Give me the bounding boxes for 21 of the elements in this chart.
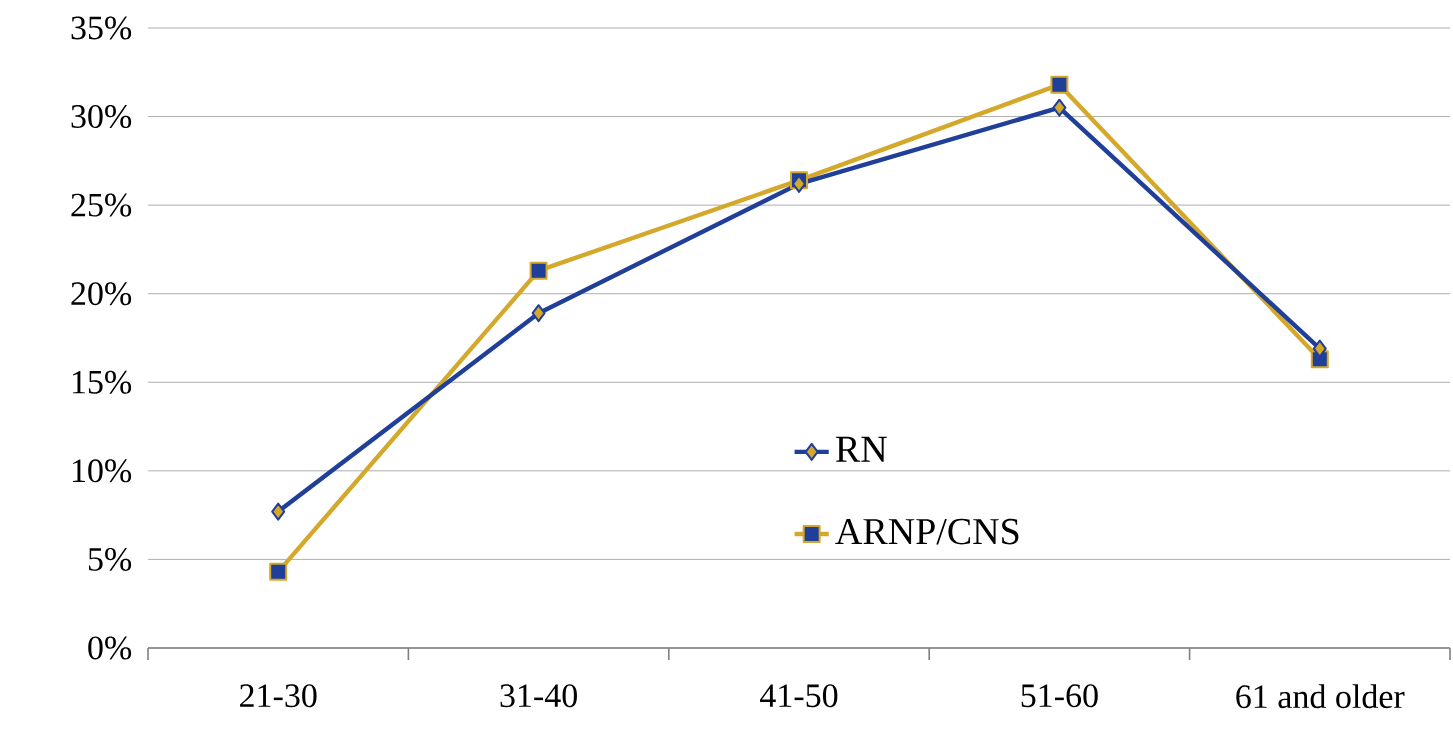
- point: [1050, 75, 1069, 94]
- y-tick-label: 30%: [71, 105, 132, 129]
- point: [531, 304, 546, 323]
- legend-label: RN: [836, 436, 887, 462]
- y-tick-label: 15%: [72, 370, 132, 394]
- point: [269, 562, 288, 581]
- y-tick-label: 25%: [71, 193, 132, 217]
- legend-label: ARNP/CNS: [835, 518, 1019, 545]
- x-tick-label: 41-50: [760, 684, 838, 708]
- y-tick-label: 5%: [88, 547, 132, 571]
- x-tick-label: 31-40: [500, 684, 577, 708]
- point: [529, 261, 548, 280]
- point: [271, 502, 286, 521]
- y-tick-label: 10%: [72, 459, 132, 483]
- x-tick-label: 51-60: [1021, 684, 1098, 708]
- x-tick-label: 21-30: [240, 684, 317, 708]
- y-tick-label: 20%: [71, 282, 132, 306]
- x-tick-label: 61 and older: [1236, 684, 1405, 709]
- y-tick-label: 35%: [71, 16, 132, 40]
- y-tick-label: 0%: [88, 636, 132, 660]
- point: [1052, 98, 1067, 117]
